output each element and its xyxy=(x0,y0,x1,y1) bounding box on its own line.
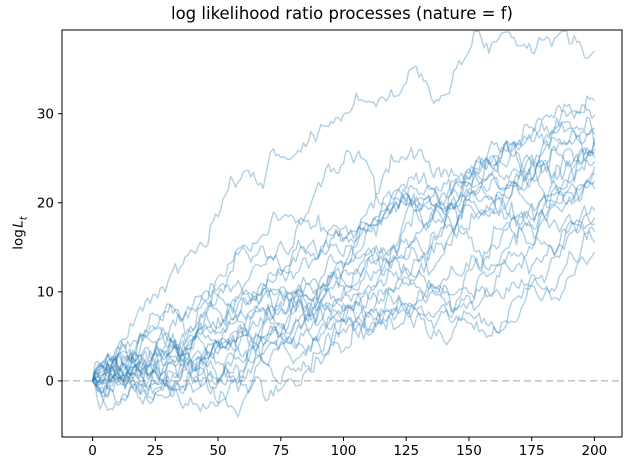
llr-paths-group xyxy=(91,30,596,418)
chart-title: log likelihood ratio processes (nature =… xyxy=(171,4,513,23)
llr-path xyxy=(91,134,596,410)
llr-path xyxy=(91,147,596,382)
y-tick-label: 0 xyxy=(45,374,54,390)
llr-path xyxy=(91,150,596,402)
llr-path xyxy=(91,147,596,398)
y-tick-label: 30 xyxy=(37,107,54,123)
llr-path xyxy=(91,95,596,386)
llr-path xyxy=(91,206,596,382)
llr-path xyxy=(91,137,596,418)
x-tick-label: 75 xyxy=(272,443,289,459)
llr-path xyxy=(91,204,596,397)
llr-path xyxy=(91,127,596,392)
llr-path xyxy=(91,222,596,401)
y-tick-label: 20 xyxy=(37,196,54,212)
llr-path xyxy=(91,230,596,386)
llr-path xyxy=(91,141,596,382)
llr-path xyxy=(91,172,596,388)
llr-path xyxy=(91,140,596,405)
x-tick-label: 0 xyxy=(88,443,97,459)
x-tick-label: 125 xyxy=(393,443,419,459)
y-tick-label: 10 xyxy=(37,285,54,301)
x-tick-label: 175 xyxy=(519,443,545,459)
llr-path xyxy=(91,30,596,382)
x-tick-label: 100 xyxy=(331,443,357,459)
x-tick-label: 25 xyxy=(147,443,164,459)
x-tick-label: 50 xyxy=(209,443,226,459)
llr-path xyxy=(91,103,596,384)
llr-path xyxy=(91,171,596,395)
x-tick-label: 150 xyxy=(456,443,482,459)
x-tick-label: 200 xyxy=(582,443,608,459)
axes-spines xyxy=(61,29,623,438)
llr-path xyxy=(91,120,596,391)
llr-path xyxy=(91,166,596,385)
llr-path xyxy=(91,182,596,392)
llr-path xyxy=(91,116,596,382)
llr-path xyxy=(91,251,596,412)
